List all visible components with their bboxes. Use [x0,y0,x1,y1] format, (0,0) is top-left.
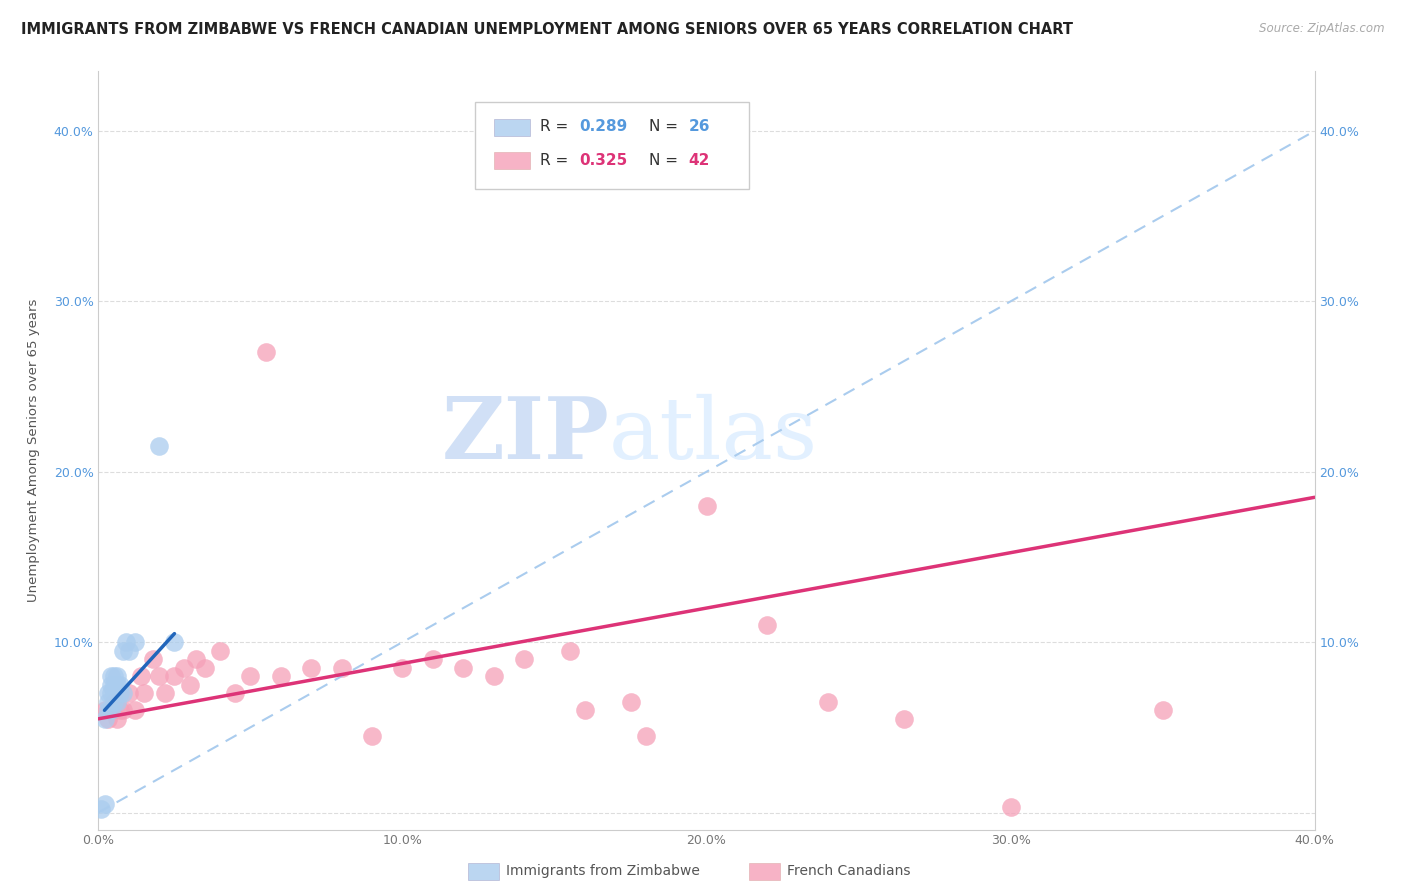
Point [93,712,115,726]
Point [132,686,155,700]
Point [105,695,128,709]
Point [96,686,118,700]
Point [179,678,201,692]
Point [270,669,292,683]
Point [163,669,186,683]
Point [194,661,217,675]
Point [108,678,131,692]
Point [482,669,505,683]
Point [108,686,131,700]
Text: 42: 42 [689,153,710,168]
Point [817,695,839,709]
Point [118,686,141,700]
Text: French Canadians: French Canadians [787,864,911,879]
Text: 0.289: 0.289 [579,120,627,134]
Point [163,635,186,649]
Point [239,669,262,683]
Point [148,669,170,683]
Point [96,712,118,726]
Point [558,643,581,657]
Point [103,678,125,692]
Point [756,618,779,632]
Text: N =: N = [650,120,683,134]
FancyBboxPatch shape [475,102,749,189]
Point [103,695,125,709]
Point [254,345,277,359]
Text: R =: R = [540,120,574,134]
Text: atlas: atlas [609,393,818,477]
Point [105,669,128,683]
Point [391,661,413,675]
Point [103,686,125,700]
Point [129,669,152,683]
Point [124,703,146,717]
Point [100,669,122,683]
Point [114,635,136,649]
Point [1000,800,1022,814]
Point [100,703,122,717]
Point [361,729,384,743]
Point [1152,703,1174,717]
Point [93,703,115,717]
Point [100,678,122,692]
Point [108,703,131,717]
Point [696,499,718,513]
Point [155,686,177,700]
Point [224,686,246,700]
Point [118,643,141,657]
Point [299,661,322,675]
Point [100,686,122,700]
FancyBboxPatch shape [494,120,530,136]
Point [148,439,170,453]
Point [96,703,118,717]
Text: ZIP: ZIP [441,393,609,477]
Text: R =: R = [540,153,574,168]
Point [90,802,112,816]
Point [513,652,536,666]
Point [100,703,122,717]
Text: 26: 26 [689,120,710,134]
Point [619,695,641,709]
Point [93,797,115,811]
Text: Immigrants from Zimbabwe: Immigrants from Zimbabwe [506,864,700,879]
Point [422,652,444,666]
Point [111,643,134,657]
Point [103,669,125,683]
Point [111,703,134,717]
Text: Source: ZipAtlas.com: Source: ZipAtlas.com [1260,22,1385,36]
Point [574,703,596,717]
Point [103,695,125,709]
Point [142,652,165,666]
Point [184,652,207,666]
FancyBboxPatch shape [494,153,530,169]
Point [209,643,232,657]
Point [634,729,657,743]
Point [111,686,134,700]
Point [124,635,146,649]
Text: 0.325: 0.325 [579,153,627,168]
Point [453,661,475,675]
Point [173,661,195,675]
Point [105,712,128,726]
Y-axis label: Unemployment Among Seniors over 65 years: Unemployment Among Seniors over 65 years [27,299,39,602]
Point [893,712,915,726]
Point [105,678,128,692]
Point [330,661,353,675]
Text: N =: N = [650,153,683,168]
Text: IMMIGRANTS FROM ZIMBABWE VS FRENCH CANADIAN UNEMPLOYMENT AMONG SENIORS OVER 65 Y: IMMIGRANTS FROM ZIMBABWE VS FRENCH CANAD… [21,22,1073,37]
Point [96,695,118,709]
